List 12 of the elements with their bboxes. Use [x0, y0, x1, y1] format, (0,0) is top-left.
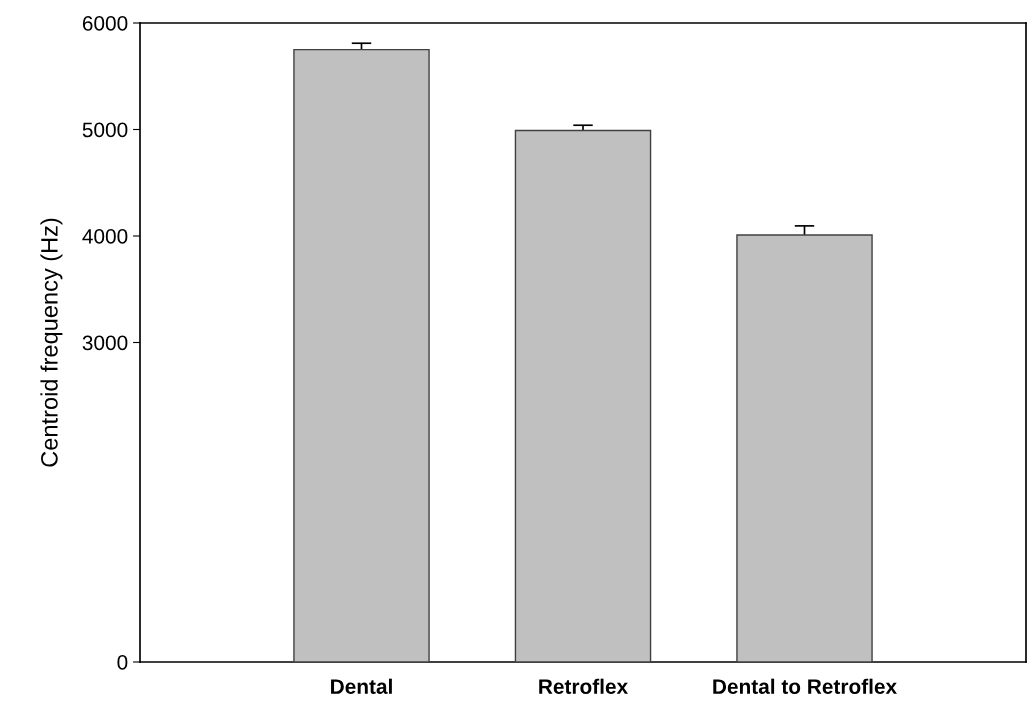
y-tick-label: 0: [117, 655, 128, 670]
bar: [514, 129, 652, 662]
y-axis-title: Centroid frequency (Hz): [40, 218, 63, 467]
bar: [293, 48, 430, 662]
y-tick-label: 6000: [82, 16, 128, 31]
x-tick-label: Dental to Retroflex: [713, 678, 897, 694]
bar: [736, 234, 873, 662]
x-tick-label: Dental: [331, 678, 392, 694]
x-tick-label: Retroflex: [539, 678, 628, 694]
y-tick-label: 3000: [82, 335, 128, 351]
y-tick-label: 4000: [82, 229, 128, 244]
y-tick-label: 5000: [82, 122, 128, 138]
